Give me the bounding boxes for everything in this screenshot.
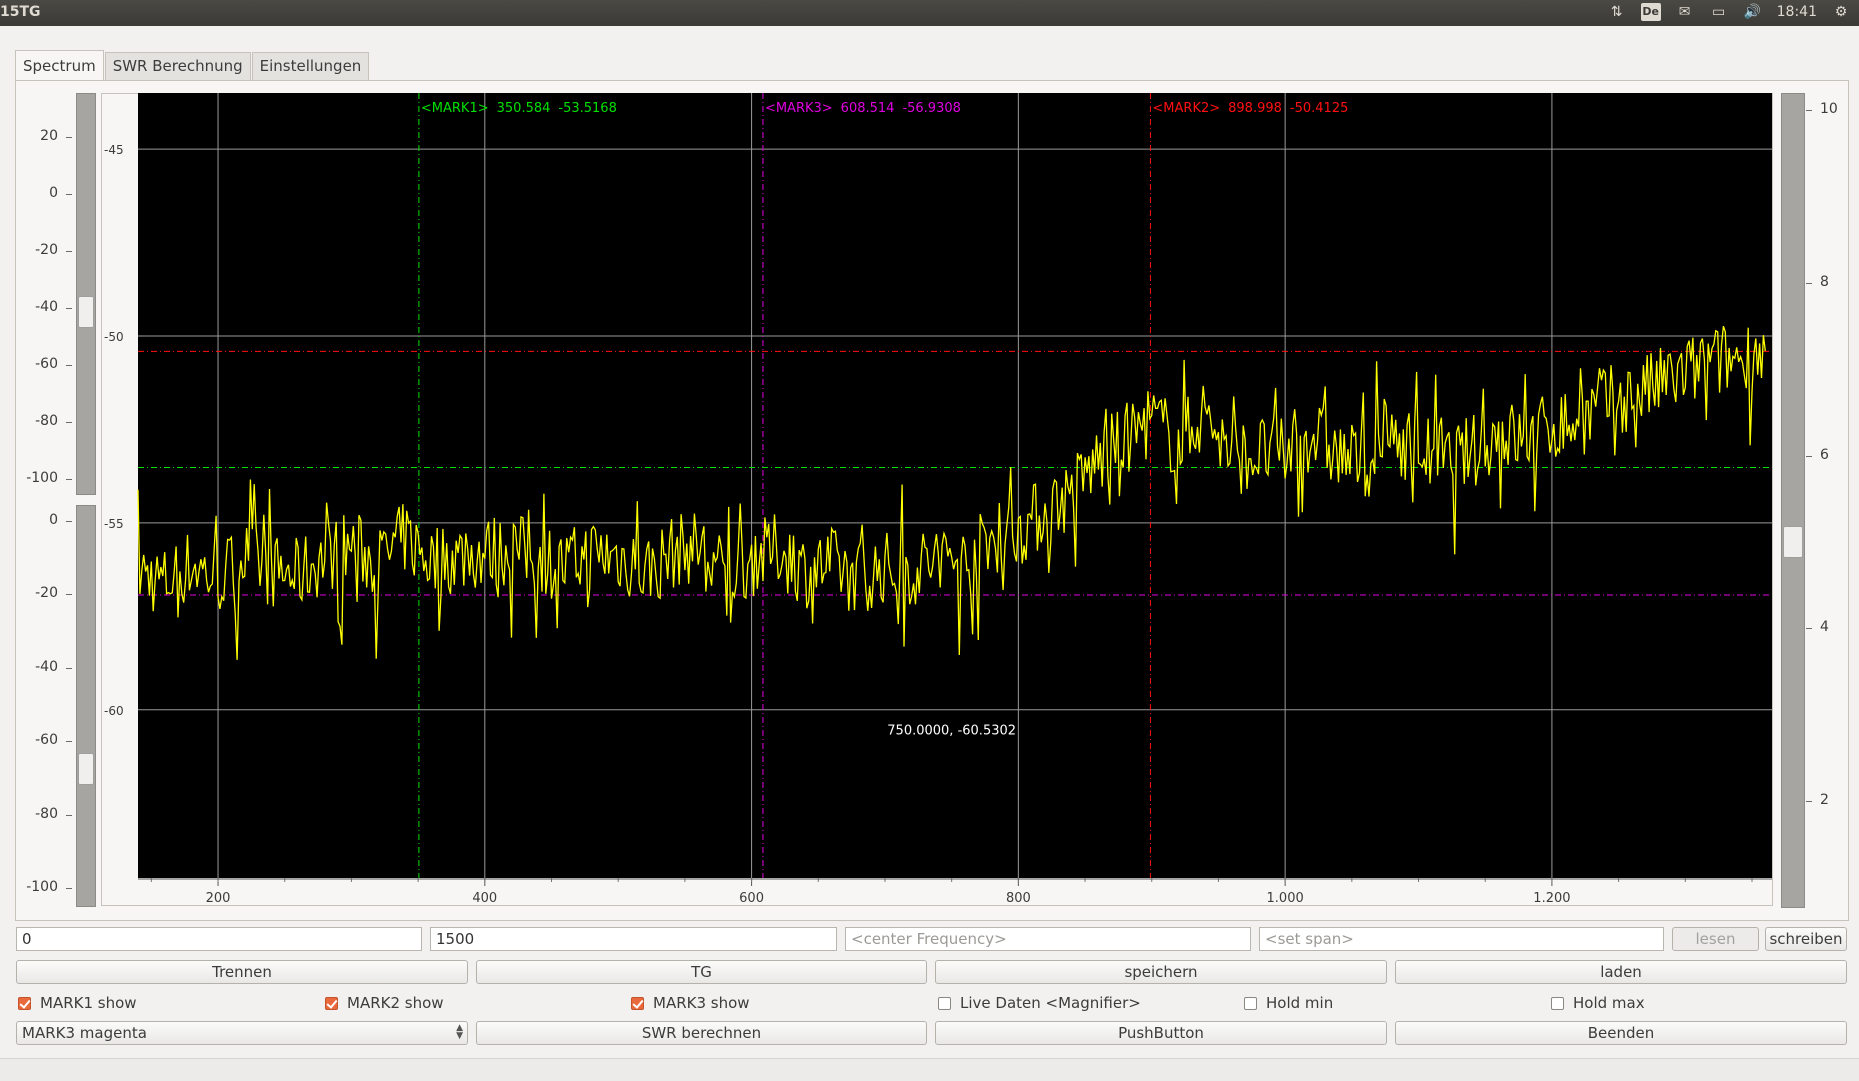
tab-bar: Spectrum SWR Berechnung Einstellungen [15, 50, 370, 84]
volume-icon[interactable]: 🔊 [1743, 4, 1762, 20]
hold-min-checkbox[interactable]: Hold min [1244, 992, 1333, 1014]
level-slider-top-handle[interactable] [78, 296, 94, 328]
mark3-show-checkbox[interactable]: MARK3 show [631, 992, 750, 1014]
schreiben-button[interactable]: schreiben [1765, 927, 1847, 951]
left-scale-top-tick [66, 137, 72, 138]
left-scale-bottom-label: -60 [35, 732, 58, 749]
checkbox-checked-icon[interactable] [325, 996, 338, 1010]
level-slider-top[interactable] [76, 93, 96, 495]
left-scale-top-tick [66, 422, 72, 423]
tab-swr-berechnung[interactable]: SWR Berechnung [104, 52, 251, 81]
left-scale-top-label: -40 [35, 299, 58, 315]
right-scale-label: 6 [1820, 446, 1829, 463]
mark1-show-checkbox[interactable]: MARK1 show [18, 992, 137, 1014]
left-scale-bottom-label: -40 [35, 658, 58, 675]
trennen-button[interactable]: Trennen [16, 960, 468, 984]
right-slider[interactable] [1781, 93, 1805, 908]
right-slider-handle[interactable] [1783, 526, 1803, 558]
right-scale-tick [1806, 628, 1812, 630]
left-scale-top-label: -100 [26, 470, 58, 486]
right-scale-label: 2 [1820, 792, 1829, 808]
left-scale-bottom-label: -20 [35, 585, 58, 602]
left-scale-bottom-tick [66, 521, 72, 522]
system-tray: ⇅ De ✉ ▭ 🔊 18:41 ⚙ [1607, 3, 1851, 21]
plot-frame [101, 93, 1773, 906]
checkbox-checked-icon[interactable] [18, 996, 31, 1010]
left-scale-bottom-tick [66, 594, 72, 596]
span-input[interactable] [1259, 927, 1664, 951]
right-scale-tick [1806, 455, 1812, 457]
checkbox-unchecked-icon[interactable] [1244, 996, 1257, 1010]
keyboard-layout-icon[interactable]: De [1640, 3, 1661, 21]
left-scale-top-tick [66, 479, 72, 480]
level-slider-bottom-handle[interactable] [78, 753, 94, 785]
right-scale-label: 10 [1820, 101, 1838, 117]
right-scale-label: 4 [1820, 619, 1829, 636]
center-frequency-input[interactable] [845, 927, 1251, 951]
gear-icon[interactable]: ⚙ [1834, 4, 1848, 20]
left-scale-top-label: -20 [35, 242, 58, 258]
swr-berechnen-button[interactable]: SWR berechnen [476, 1021, 927, 1045]
tab-spectrum[interactable]: Spectrum [15, 50, 104, 84]
right-scale-tick [1806, 282, 1812, 284]
left-scale-top-label: -80 [35, 413, 58, 429]
beenden-button[interactable]: Beenden [1395, 1021, 1847, 1045]
laden-button[interactable]: laden [1395, 960, 1847, 984]
left-scale-bottom-label: -80 [35, 805, 58, 822]
window-title: 15TG [0, 4, 41, 20]
mark2-show-checkbox[interactable]: MARK2 show [325, 992, 444, 1014]
clock[interactable]: 18:41 [1776, 4, 1817, 20]
system-top-bar: 15TG ⇅ De ✉ ▭ 🔊 18:41 ⚙ [0, 0, 1859, 26]
battery-icon[interactable]: ▭ [1712, 4, 1726, 20]
right-scale-tick [1806, 110, 1812, 111]
left-scale-bottom-tick [66, 741, 72, 743]
left-scale-top-tick [66, 365, 72, 366]
left-scale-top-tick [66, 251, 72, 252]
status-strip [0, 1058, 1859, 1081]
checkbox-unchecked-icon[interactable] [1551, 996, 1564, 1010]
updown-arrows-icon: ▲ ▼ [456, 1023, 463, 1041]
left-scale-top-label: 20 [40, 128, 58, 144]
lesen-button[interactable]: lesen [1672, 927, 1759, 951]
hold-max-checkbox[interactable]: Hold max [1551, 992, 1645, 1014]
left-scale-bottom-tick [66, 814, 72, 816]
pushbutton-button[interactable]: PushButton [935, 1021, 1387, 1045]
left-scale-bottom-tick [66, 667, 72, 669]
speichern-button[interactable]: speichern [935, 960, 1387, 984]
network-updown-icon[interactable]: ⇅ [1610, 4, 1623, 20]
live-daten-checkbox[interactable]: Live Daten <Magnifier> [938, 992, 1141, 1014]
level-slider-bottom[interactable] [76, 505, 96, 907]
right-scale-tick [1806, 801, 1812, 802]
marker-select[interactable]: MARK3 magenta ▲ ▼ [16, 1021, 468, 1045]
mail-icon[interactable]: ✉ [1678, 4, 1691, 20]
tab-einstellungen[interactable]: Einstellungen [251, 52, 370, 81]
left-scale-top-tick [66, 194, 72, 195]
left-scale-bottom-label: 0 [49, 512, 58, 528]
left-scale-bottom-label: -100 [26, 879, 58, 895]
left-scale-top-label: 0 [49, 185, 58, 201]
right-scale-label: 8 [1820, 273, 1829, 290]
left-scale-top-label: -60 [35, 356, 58, 372]
checkbox-unchecked-icon[interactable] [938, 996, 951, 1010]
tg-button[interactable]: TG [476, 960, 927, 984]
start-frequency-input[interactable] [16, 927, 422, 951]
stop-frequency-input[interactable] [430, 927, 837, 951]
left-scale-top-tick [66, 308, 72, 309]
checkbox-checked-icon[interactable] [631, 996, 644, 1010]
left-scale-bottom-tick [66, 888, 72, 889]
